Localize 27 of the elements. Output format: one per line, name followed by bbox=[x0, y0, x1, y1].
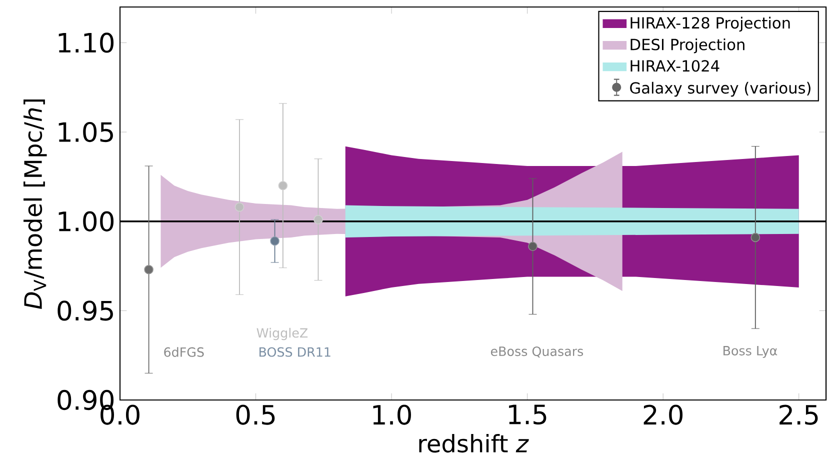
y-tick-label: 1.05 bbox=[58, 122, 113, 142]
y-axis-title: D$_{V}$/model [Mpc/h] bbox=[24, 99, 47, 309]
annotation: eBoss Quasars bbox=[490, 346, 584, 358]
point bbox=[270, 236, 280, 246]
annotation: WiggleZ bbox=[256, 328, 308, 340]
point bbox=[278, 180, 288, 190]
point bbox=[144, 264, 154, 274]
point bbox=[234, 202, 244, 212]
y-tick-label: 0.95 bbox=[58, 300, 113, 321]
legend-label: HIRAX-128 Projection bbox=[630, 16, 790, 32]
legend-label: HIRAX-1024 bbox=[630, 60, 720, 72]
point bbox=[750, 232, 760, 242]
point bbox=[314, 214, 323, 224]
y-tick-label: 1.10 bbox=[58, 32, 114, 53]
x-tick-label: 2.5 bbox=[780, 404, 818, 425]
legend-label: Galaxy survey (various) bbox=[630, 82, 810, 97]
x-tick-label: 0.5 bbox=[236, 404, 275, 425]
x-axis-title: redshift z bbox=[419, 434, 529, 453]
x-tick-label: 2.0 bbox=[644, 404, 683, 425]
y-tick-label: 1.00 bbox=[58, 211, 114, 232]
annotation: 6dFGS bbox=[164, 347, 204, 357]
annotation: BOSS DR11 bbox=[260, 347, 330, 357]
legend-label: DESI Projection bbox=[630, 38, 744, 54]
annotation: Boss Lyα bbox=[724, 346, 778, 358]
point bbox=[528, 242, 538, 252]
x-tick-label: 1.5 bbox=[509, 404, 546, 425]
x-tick-label: 1.0 bbox=[373, 404, 411, 425]
